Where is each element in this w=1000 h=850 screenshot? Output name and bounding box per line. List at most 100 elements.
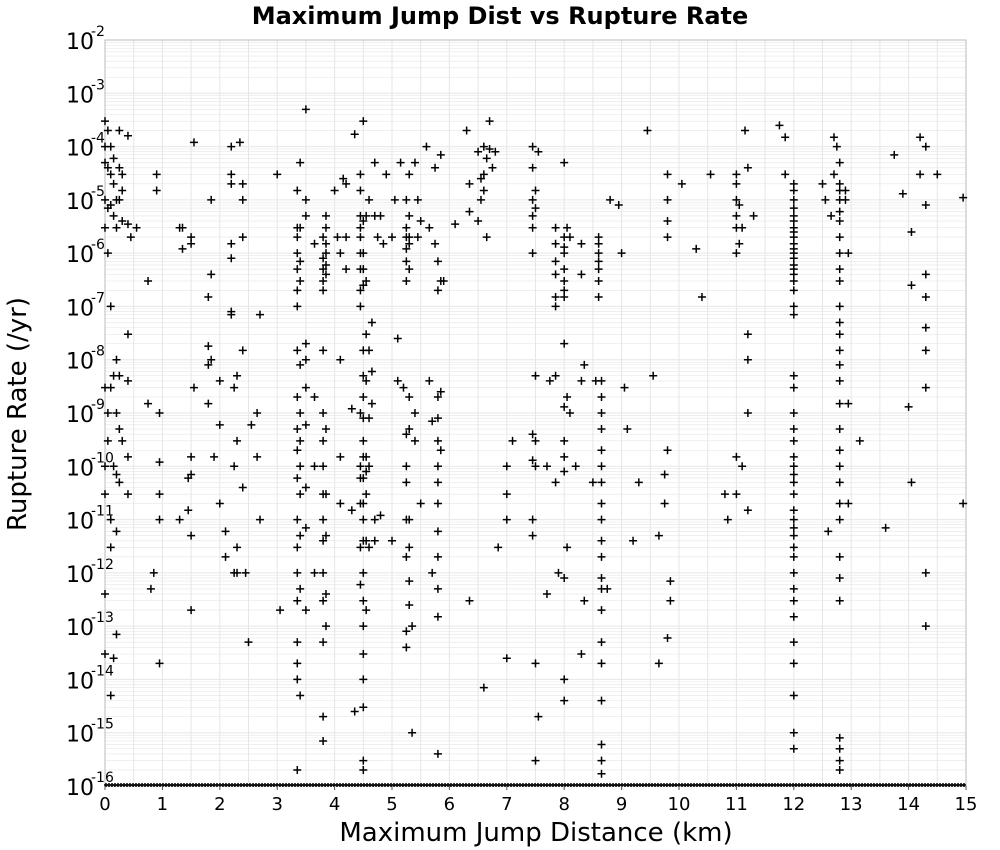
data-point bbox=[502, 654, 511, 663]
data-point bbox=[881, 523, 890, 532]
data-point bbox=[606, 195, 615, 204]
data-point bbox=[433, 392, 442, 401]
data-point bbox=[898, 189, 907, 198]
data-point bbox=[106, 142, 115, 151]
data-point bbox=[109, 654, 118, 663]
data-point bbox=[433, 462, 442, 471]
data-point bbox=[620, 383, 629, 392]
data-point bbox=[835, 158, 844, 167]
y-tick-exponent: -10 bbox=[91, 450, 114, 466]
data-point bbox=[597, 740, 606, 749]
data-point bbox=[238, 179, 247, 188]
y-axis-label: Rupture Rate (/yr) bbox=[3, 297, 33, 531]
data-point bbox=[109, 211, 118, 220]
data-point bbox=[293, 186, 302, 195]
x-tick-label: 3 bbox=[271, 794, 282, 815]
data-point bbox=[916, 170, 925, 179]
data-point bbox=[835, 265, 844, 274]
data-point bbox=[789, 543, 798, 552]
data-point bbox=[560, 265, 569, 274]
data-point bbox=[580, 360, 589, 369]
data-point bbox=[144, 399, 153, 408]
data-point bbox=[531, 659, 540, 668]
data-point bbox=[921, 622, 930, 631]
data-point bbox=[376, 211, 385, 220]
data-point bbox=[342, 265, 351, 274]
data-point bbox=[775, 121, 784, 130]
data-point bbox=[359, 117, 368, 126]
data-point bbox=[319, 254, 328, 263]
data-point bbox=[336, 499, 345, 508]
data-point bbox=[347, 506, 356, 515]
data-point bbox=[560, 293, 569, 302]
data-point bbox=[835, 462, 844, 471]
data-point bbox=[359, 474, 368, 483]
data-point bbox=[916, 133, 925, 142]
x-axis-label: Maximum Jump Distance (km) bbox=[339, 818, 732, 848]
data-point bbox=[732, 195, 741, 204]
data-point bbox=[436, 150, 445, 159]
data-point bbox=[112, 527, 121, 536]
data-point bbox=[789, 478, 798, 487]
x-tick-label: 8 bbox=[558, 794, 569, 815]
data-point bbox=[106, 543, 115, 552]
data-point bbox=[273, 170, 282, 179]
data-point bbox=[319, 568, 328, 577]
data-point bbox=[663, 195, 672, 204]
data-point bbox=[835, 552, 844, 561]
data-point bbox=[319, 346, 328, 355]
data-point bbox=[528, 163, 537, 172]
y-tick-label: 10 bbox=[66, 403, 94, 428]
data-point bbox=[743, 330, 752, 339]
data-point bbox=[301, 195, 310, 204]
data-point bbox=[528, 211, 537, 220]
data-point bbox=[835, 399, 844, 408]
x-tick-label: 13 bbox=[840, 794, 863, 815]
data-point bbox=[735, 239, 744, 248]
data-point bbox=[293, 675, 302, 684]
data-point bbox=[577, 239, 586, 248]
data-point bbox=[781, 170, 790, 179]
data-point bbox=[388, 536, 396, 545]
data-point bbox=[155, 515, 164, 524]
data-point bbox=[844, 249, 853, 258]
data-point bbox=[551, 257, 560, 266]
data-point bbox=[362, 330, 371, 339]
y-tick-exponent: -16 bbox=[91, 770, 114, 786]
data-point bbox=[293, 302, 302, 311]
data-point bbox=[301, 383, 310, 392]
data-point bbox=[255, 515, 264, 524]
data-point bbox=[238, 346, 247, 355]
data-point bbox=[103, 126, 112, 135]
x-tick-label: 6 bbox=[444, 794, 455, 815]
data-point bbox=[485, 117, 494, 126]
data-point bbox=[551, 239, 560, 248]
data-point bbox=[402, 195, 411, 204]
data-point bbox=[508, 436, 517, 445]
data-point bbox=[255, 310, 264, 319]
data-point bbox=[405, 265, 414, 274]
data-point bbox=[301, 420, 310, 429]
data-point bbox=[789, 638, 798, 647]
data-point bbox=[528, 223, 537, 232]
data-point bbox=[336, 452, 345, 461]
data-point bbox=[399, 383, 408, 392]
data-point bbox=[238, 233, 247, 242]
data-point bbox=[310, 239, 319, 248]
data-point bbox=[743, 506, 752, 515]
data-point bbox=[594, 249, 603, 258]
data-point bbox=[551, 270, 560, 279]
data-point bbox=[907, 478, 916, 487]
data-point bbox=[233, 371, 242, 380]
data-point bbox=[551, 371, 560, 380]
data-point bbox=[365, 414, 374, 423]
data-point bbox=[296, 436, 305, 445]
data-point bbox=[594, 293, 603, 302]
data-point bbox=[362, 606, 371, 615]
data-point bbox=[921, 270, 930, 279]
data-point bbox=[293, 446, 302, 455]
data-point bbox=[425, 376, 434, 385]
data-point bbox=[310, 568, 319, 577]
data-point bbox=[207, 355, 216, 364]
data-point bbox=[359, 265, 368, 274]
